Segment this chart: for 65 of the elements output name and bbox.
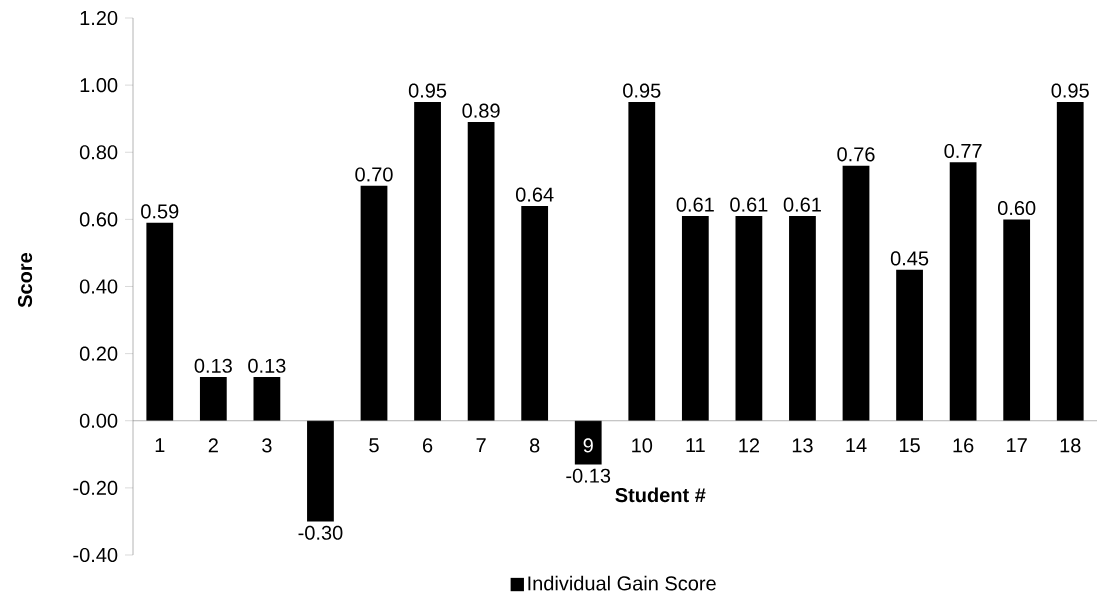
x-tick-label: 3 (262, 438, 272, 453)
data-label: 0.13 (248, 358, 286, 373)
bar (199, 377, 227, 421)
data-label: 0.60 (997, 200, 1036, 216)
bar (307, 420, 334, 522)
y-tick-label: -0.40 (73, 547, 118, 563)
data-label: 0.77 (944, 143, 982, 159)
x-tick-label: 16 (953, 438, 974, 453)
bar (628, 101, 656, 421)
bar (360, 185, 388, 421)
data-label: 0.95 (1051, 83, 1089, 98)
data-label: 0.76 (837, 147, 875, 162)
x-tick-label: 1 (155, 438, 165, 453)
x-tick-label: 2 (208, 438, 218, 453)
data-label: 0.95 (623, 83, 661, 98)
x-tick-label: 5 (369, 438, 379, 453)
bar (949, 162, 977, 421)
y-tick-label: 0.00 (79, 413, 118, 428)
bar (896, 269, 923, 421)
x-tick-label: 12 (739, 438, 760, 453)
data-label: -0.30 (298, 525, 343, 540)
data-label: 0.64 (515, 187, 554, 202)
data-label: -0.13 (566, 468, 611, 483)
y-tick-label: 0.40 (79, 279, 118, 294)
bar (521, 205, 549, 421)
x-tick-label: 7 (476, 438, 486, 453)
bar (146, 222, 174, 421)
data-label: 0.95 (408, 83, 447, 98)
data-label: 0.13 (194, 358, 232, 373)
x-tick-label: 13 (792, 438, 813, 453)
x-axis-title: Student # (615, 487, 706, 503)
bar (789, 216, 816, 421)
x-tick-label: 8 (529, 438, 540, 453)
y-tick-label: 1.00 (80, 78, 118, 93)
x-tick-label: 6 (423, 438, 433, 453)
bar (681, 216, 709, 421)
data-label: 0.89 (462, 103, 500, 118)
bar (253, 377, 281, 421)
x-tick-label: 11 (686, 438, 705, 453)
x-tick-label: 15 (899, 438, 920, 453)
bar (842, 165, 870, 421)
data-label: 0.61 (730, 197, 768, 212)
y-tick-label: 1.20 (80, 10, 118, 26)
x-tick-label: 17 (1007, 438, 1027, 453)
y-tick-label: -0.20 (73, 480, 118, 495)
x-tick-label: 9 (583, 438, 593, 453)
x-tick-label: 10 (632, 438, 653, 453)
data-label: 0.61 (676, 197, 714, 212)
bar (574, 420, 602, 465)
legend-label: Individual Gain Score (528, 575, 716, 591)
x-tick-label: 14 (846, 438, 867, 453)
bar (467, 122, 495, 421)
y-tick-label: 0.80 (79, 145, 118, 160)
y-tick-label: 0.60 (79, 212, 118, 227)
x-tick-label: 18 (1060, 438, 1081, 453)
data-label: 0.70 (355, 167, 393, 182)
bar (1056, 101, 1084, 421)
y-tick-label: 0.20 (79, 346, 118, 361)
bar (1003, 219, 1031, 421)
bar (414, 101, 441, 421)
bar (735, 216, 763, 421)
data-label: 0.59 (141, 204, 179, 219)
data-label: 0.61 (783, 197, 821, 212)
y-axis-title: Score (17, 252, 33, 308)
data-label: 0.45 (890, 251, 929, 266)
